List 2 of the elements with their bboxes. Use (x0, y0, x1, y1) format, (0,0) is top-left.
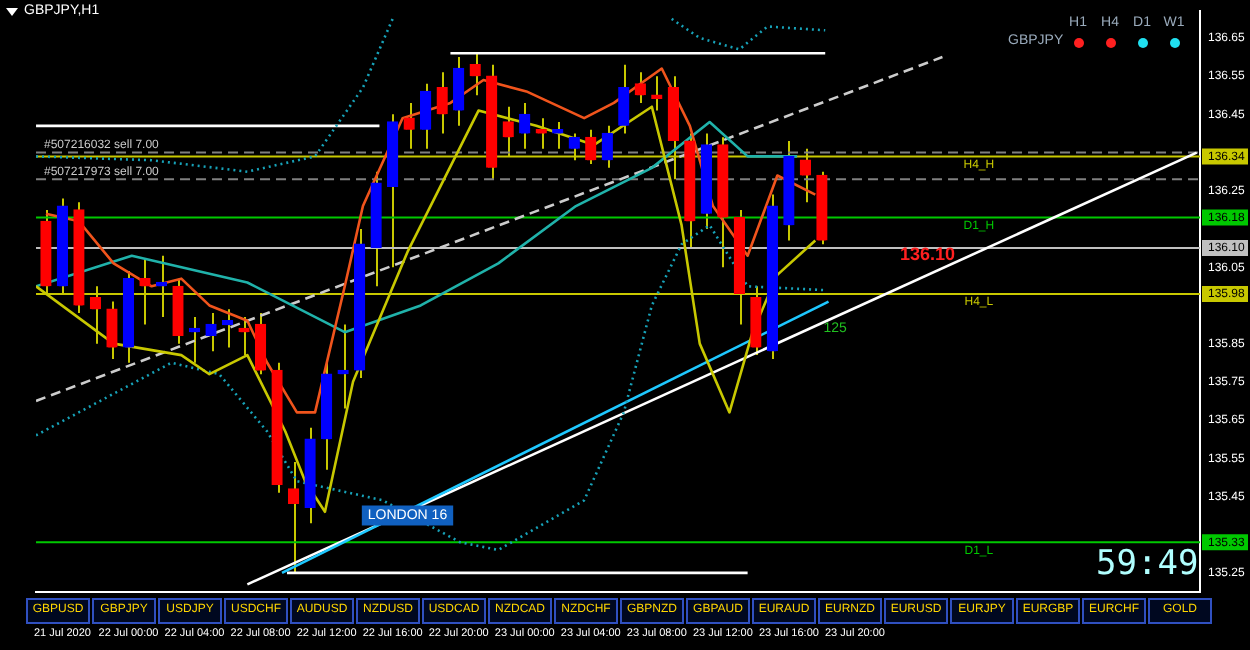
annotation: 136.10 (900, 244, 956, 264)
annotation: 59:49 (1096, 544, 1199, 584)
